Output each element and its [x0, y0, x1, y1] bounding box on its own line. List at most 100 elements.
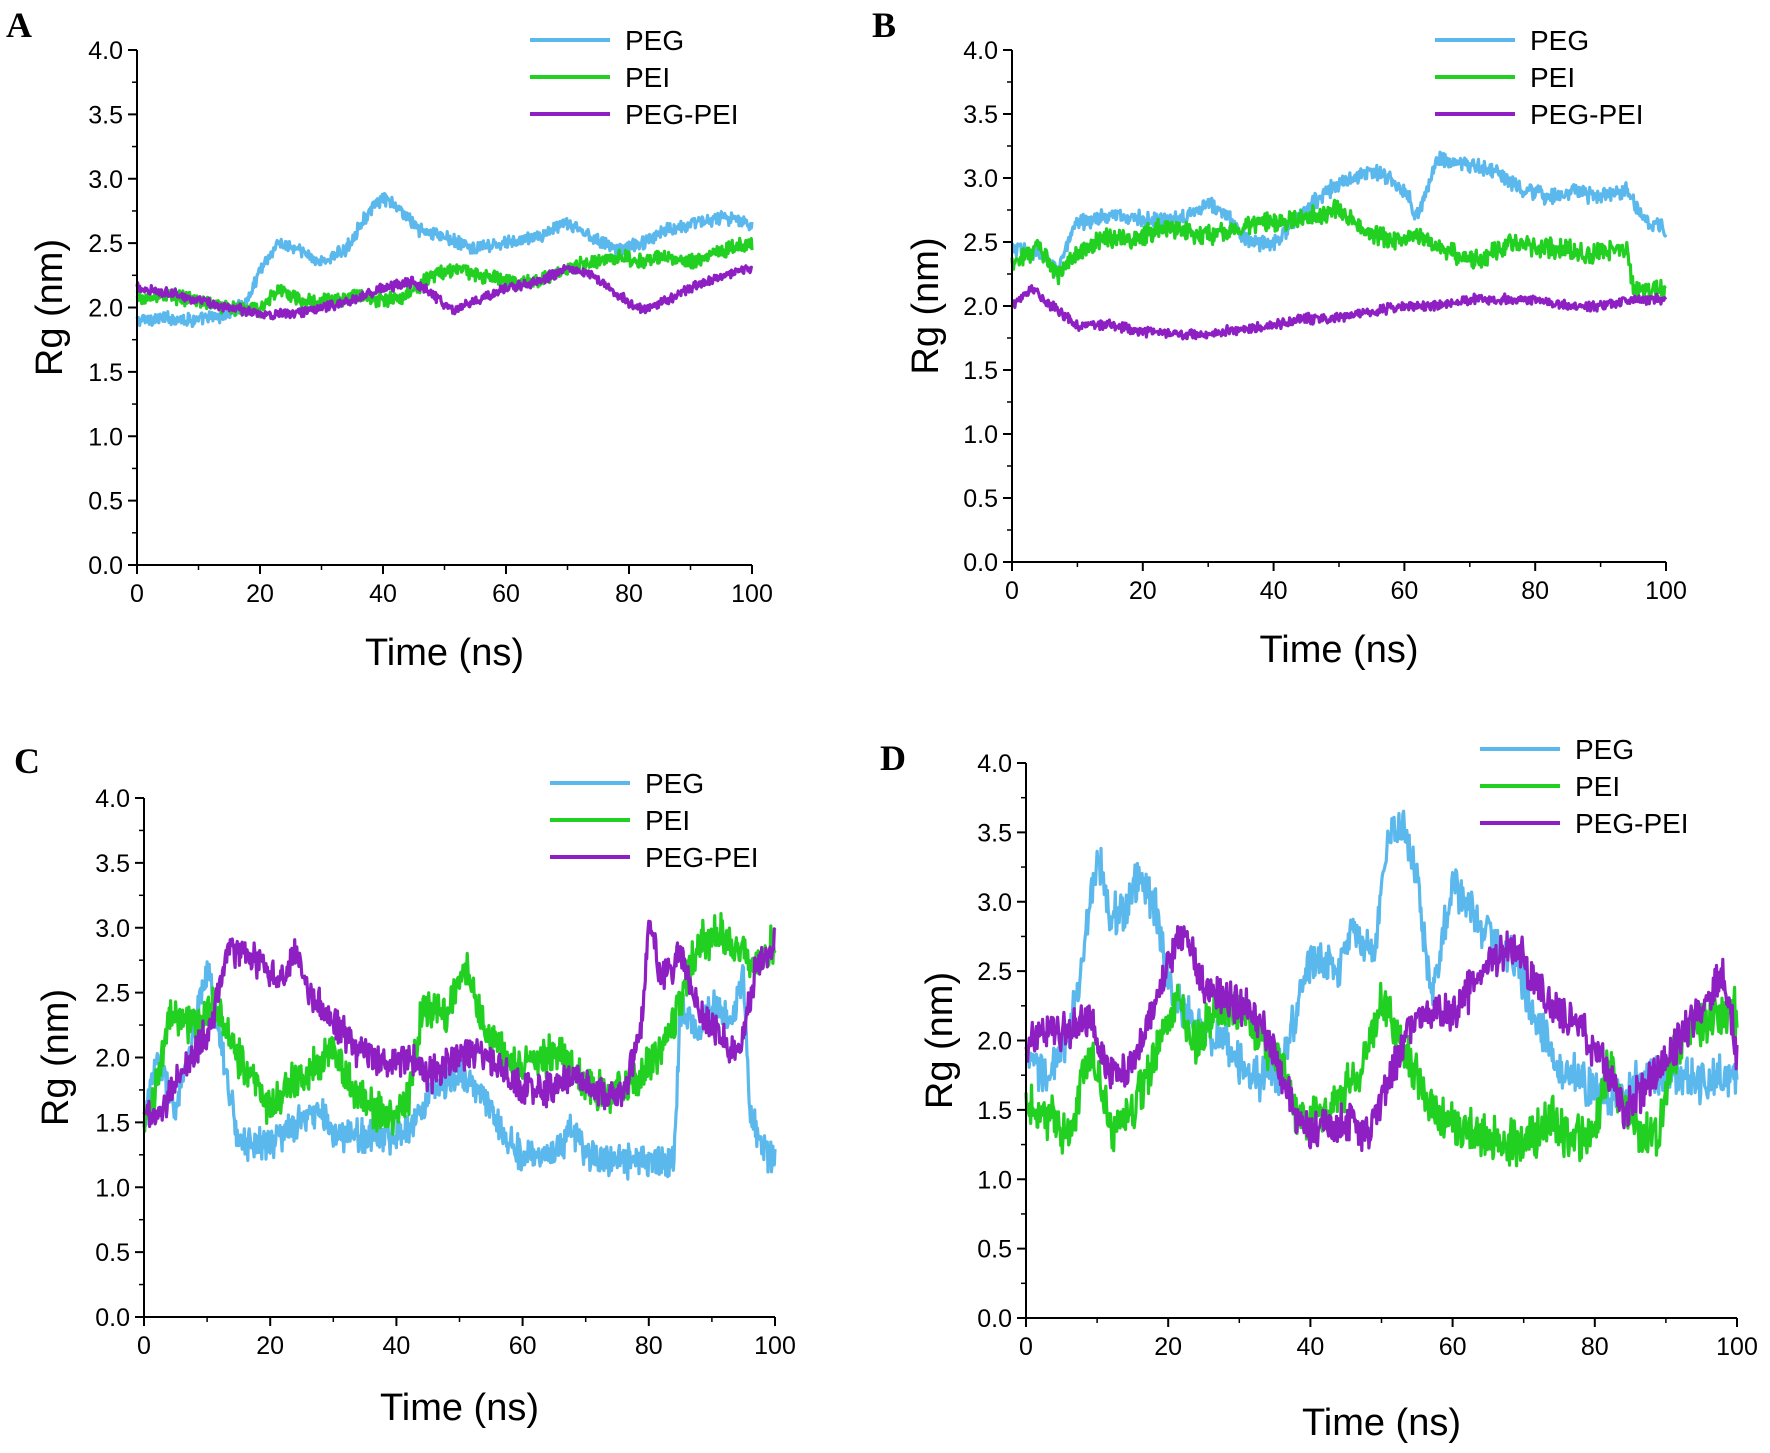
y-tick-label: 0.5	[88, 488, 123, 516]
series-line-peg-pei	[135, 264, 754, 321]
x-tick-label: 20	[256, 1332, 284, 1360]
x-tick-label: 0	[130, 580, 144, 608]
panel-d: D 0.0 0.5 1.0 1.5 2.0 2.5 3.0 3.5 4.0 0 20 40 60 80 100…	[880, 734, 1758, 1444]
legend-entry: PEI	[1530, 62, 1575, 93]
x-tick-label: 60	[509, 1332, 537, 1360]
y-tick-label: 3.0	[95, 915, 130, 943]
y-tick-label: 2.5	[88, 230, 123, 258]
legend-entry: PEG-PEI	[1575, 808, 1689, 839]
series-line-pei	[142, 911, 777, 1136]
legend-entry: PEG-PEI	[1530, 99, 1644, 130]
panel-letter: A	[6, 5, 32, 45]
y-tick-label: 2.0	[963, 293, 998, 321]
y-tick-label: 1.0	[977, 1166, 1012, 1194]
y-tick-label: 1.0	[88, 423, 123, 451]
y-tick-label: 3.0	[977, 889, 1012, 917]
y-axis-label: Rg (nm)	[29, 239, 71, 376]
y-tick-label: 0.5	[963, 485, 998, 513]
panel-c: C 0.0 0.5 1.0 1.5 2.0 2.5 3.0 3.5 4.0 0 20 40 60 80 100…	[14, 741, 796, 1429]
panel-a: A 0.0 0.5 1.0 1.5 2.0 2.5 3.0 3.5 4.0 0 20 40 60 80 100…	[6, 5, 773, 674]
y-tick-label: 1.5	[95, 1109, 130, 1137]
legend-entry: PEG-PEI	[645, 842, 759, 873]
x-tick-label: 100	[1645, 577, 1687, 605]
y-tick-label: 2.5	[95, 980, 130, 1008]
legend-entry: PEG	[1530, 25, 1589, 56]
y-tick-label: 2.0	[88, 295, 123, 323]
y-tick-label: 1.0	[963, 421, 998, 449]
legend-entry: PEI	[625, 62, 670, 93]
y-tick-label: 2.0	[95, 1045, 130, 1073]
x-tick-label: 0	[1005, 577, 1019, 605]
x-tick-label: 40	[369, 580, 397, 608]
panel-letter: B	[872, 5, 896, 45]
y-tick-label: 0.5	[95, 1239, 130, 1267]
panel-b: B 0.0 0.5 1.0 1.5 2.0 2.5 3.0 3.5 4.0 0 20 40 60 80 100…	[872, 5, 1687, 671]
x-tick-label: 0	[1019, 1333, 1033, 1361]
x-tick-label: 0	[137, 1332, 151, 1360]
y-tick-label: 4.0	[95, 785, 130, 813]
legend: PEG PEI PEG-PEI	[550, 768, 759, 873]
x-axis-label: Time (ns)	[1302, 1402, 1461, 1444]
x-tick-label: 60	[492, 580, 520, 608]
x-tick-label: 20	[246, 580, 274, 608]
legend-entry: PEG	[1575, 734, 1634, 765]
y-axis-label: Rg (nm)	[35, 989, 77, 1126]
y-tick-label: 2.5	[977, 958, 1012, 986]
y-tick-label: 0.0	[88, 552, 123, 580]
y-tick-label: 1.5	[963, 357, 998, 385]
y-tick-label: 4.0	[88, 37, 123, 65]
panel-letter: D	[880, 738, 906, 778]
legend: PEG PEI PEG-PEI	[1480, 734, 1689, 839]
x-axis-label: Time (ns)	[365, 632, 524, 674]
y-tick-label: 1.5	[977, 1097, 1012, 1125]
x-tick-label: 40	[382, 1332, 410, 1360]
legend-entry: PEI	[1575, 771, 1620, 802]
y-tick-label: 1.5	[88, 359, 123, 387]
x-tick-label: 100	[731, 580, 773, 608]
x-tick-label: 80	[1581, 1333, 1609, 1361]
y-tick-label: 3.5	[88, 101, 123, 129]
y-tick-label: 4.0	[977, 750, 1012, 778]
y-tick-label: 2.0	[977, 1028, 1012, 1056]
x-tick-label: 60	[1390, 577, 1418, 605]
y-tick-label: 0.5	[977, 1236, 1012, 1264]
x-tick-label: 20	[1154, 1333, 1182, 1361]
series-line-pei	[1010, 198, 1667, 301]
x-tick-label: 100	[1716, 1333, 1758, 1361]
legend: PEG PEI PEG-PEI	[530, 25, 739, 130]
y-tick-label: 3.5	[963, 101, 998, 129]
y-tick-label: 2.5	[963, 229, 998, 257]
series-line-peg-pei	[1024, 924, 1739, 1153]
y-tick-label: 3.5	[977, 819, 1012, 847]
y-tick-label: 4.0	[963, 37, 998, 65]
legend: PEG PEI PEG-PEI	[1435, 25, 1644, 130]
y-tick-label: 1.0	[95, 1174, 130, 1202]
legend-entry: PEI	[645, 805, 690, 836]
legend-entry: PEG	[625, 25, 684, 56]
y-axis-label: Rg (nm)	[919, 972, 961, 1109]
y-tick-label: 3.5	[95, 850, 130, 878]
series-line-peg-pei	[142, 919, 777, 1129]
x-tick-label: 20	[1129, 577, 1157, 605]
legend-entry: PEG-PEI	[625, 99, 739, 130]
x-tick-label: 80	[615, 580, 643, 608]
series-line-peg	[1011, 150, 1668, 277]
y-tick-label: 0.0	[95, 1304, 130, 1332]
x-tick-label: 80	[1521, 577, 1549, 605]
series-line-peg	[142, 960, 777, 1181]
panel-letter: C	[14, 741, 40, 781]
y-tick-label: 3.0	[963, 165, 998, 193]
x-axis-label: Time (ns)	[1259, 629, 1418, 671]
x-tick-label: 60	[1439, 1333, 1467, 1361]
x-tick-label: 40	[1296, 1333, 1324, 1361]
y-axis-label: Rg (nm)	[905, 237, 947, 374]
x-tick-label: 40	[1260, 577, 1288, 605]
legend-entry: PEG	[645, 768, 704, 799]
y-tick-label: 0.0	[963, 549, 998, 577]
y-tick-label: 3.0	[88, 166, 123, 194]
x-tick-label: 100	[754, 1332, 796, 1360]
series-line-peg-pei	[1010, 284, 1668, 341]
y-tick-label: 0.0	[977, 1305, 1012, 1333]
x-tick-label: 80	[635, 1332, 663, 1360]
